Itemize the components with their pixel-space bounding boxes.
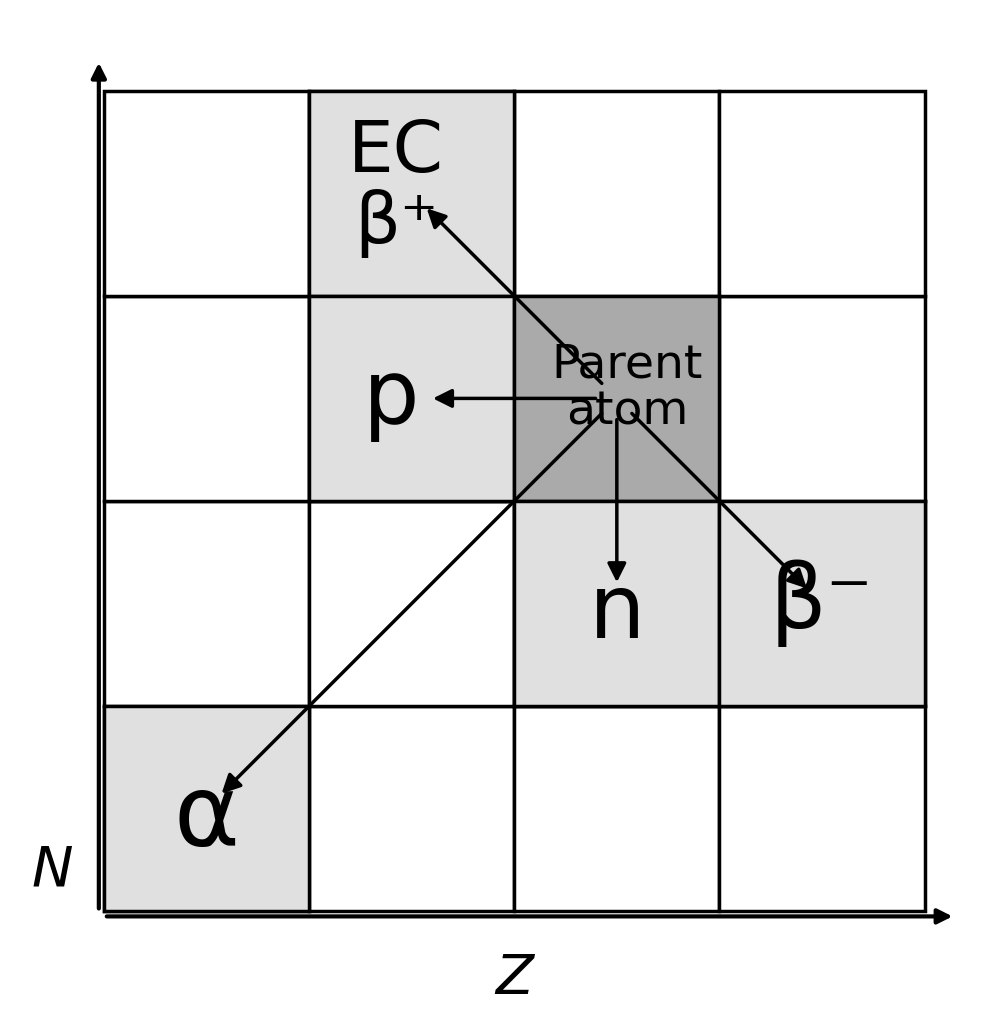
Text: n: n bbox=[589, 570, 645, 657]
Bar bbox=[309, 91, 514, 296]
Text: Z: Z bbox=[495, 952, 533, 1006]
Bar bbox=[720, 296, 924, 501]
Bar bbox=[309, 501, 514, 707]
Bar bbox=[514, 501, 720, 707]
Text: N: N bbox=[31, 844, 74, 897]
Bar bbox=[104, 91, 309, 296]
Bar bbox=[514, 91, 720, 296]
Text: Parent
atom: Parent atom bbox=[551, 342, 703, 434]
Bar bbox=[514, 707, 720, 911]
Bar bbox=[309, 707, 514, 911]
Bar bbox=[309, 296, 514, 501]
Bar bbox=[104, 296, 309, 501]
Bar bbox=[720, 707, 924, 911]
Bar bbox=[514, 296, 720, 501]
Text: EC
β⁺: EC β⁺ bbox=[349, 118, 445, 258]
Text: β⁻: β⁻ bbox=[770, 560, 874, 647]
Bar bbox=[720, 501, 924, 707]
Bar bbox=[514, 501, 720, 707]
Bar bbox=[104, 707, 309, 911]
Bar bbox=[720, 501, 924, 707]
Bar bbox=[309, 91, 514, 296]
Bar bbox=[104, 707, 309, 911]
Bar bbox=[309, 296, 514, 501]
Text: p: p bbox=[363, 355, 419, 442]
Bar bbox=[104, 501, 309, 707]
Bar bbox=[720, 91, 924, 296]
Text: α: α bbox=[173, 770, 240, 867]
Bar bbox=[514, 296, 720, 501]
